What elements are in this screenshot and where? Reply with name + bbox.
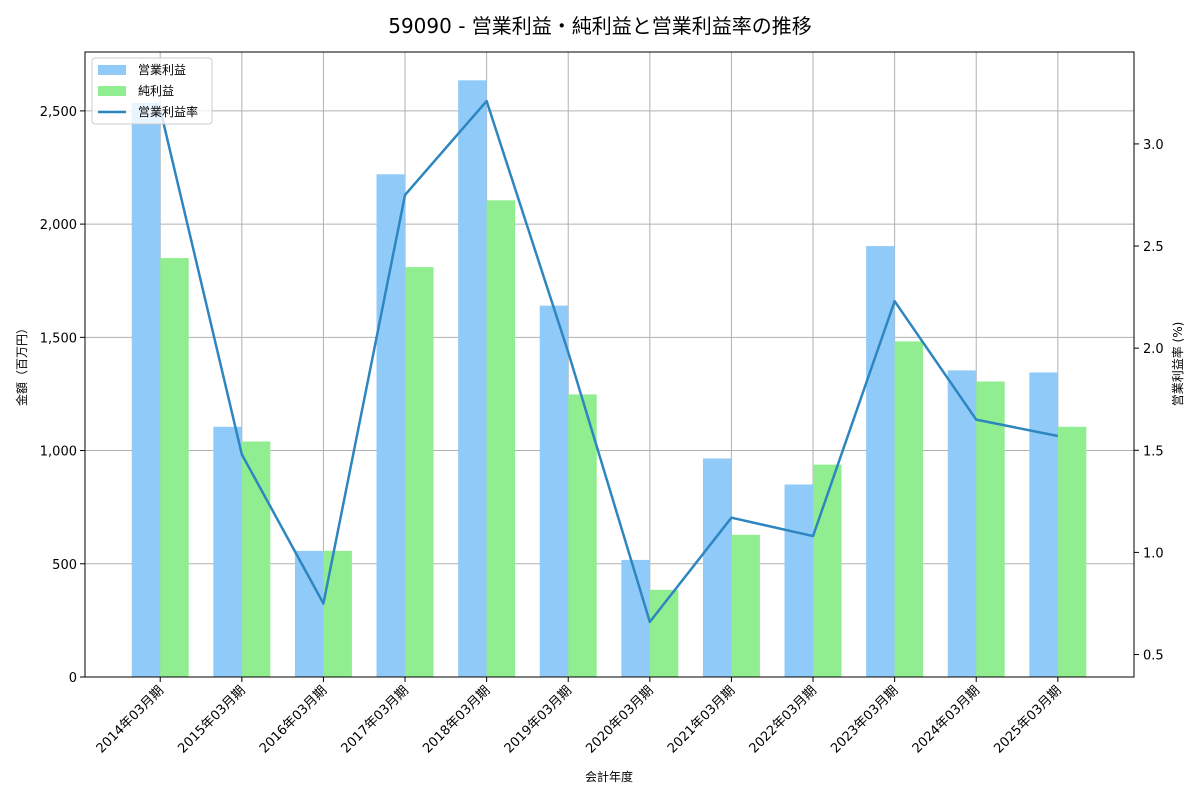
legend-label-operating-profit: 営業利益: [138, 63, 186, 77]
y-tick-label: 500: [52, 558, 77, 573]
bar-operating-profit: [621, 559, 650, 677]
y-tick-label: 1,500: [40, 331, 77, 346]
chart-title: 59090 - 営業利益・純利益と営業利益率の推移: [388, 14, 812, 38]
bar-operating-profit: [702, 458, 732, 677]
y-tick-label: 0: [69, 671, 77, 686]
bar-net-profit: [731, 534, 760, 677]
bar-operating-profit: [784, 484, 814, 677]
bar-operating-profit: [458, 80, 487, 678]
line-operating-margin: [159, 99, 1059, 624]
bar-net-profit: [241, 441, 271, 677]
y-right-tick-label: 1.5: [1143, 444, 1164, 459]
bar-operating-profit: [1029, 372, 1058, 677]
legend-label-net-profit: 純利益: [138, 84, 174, 98]
x-tick-label: 2020年03月期: [583, 683, 656, 756]
y-right-tick-label: 0.5: [1143, 649, 1164, 664]
bar-net-profit: [486, 200, 516, 677]
x-tick-label: 2019年03月期: [502, 683, 575, 756]
x-tick-label: 2023年03月期: [828, 683, 901, 756]
x-axis-label: 会計年度: [585, 769, 633, 784]
y-right-tick-label: 2.0: [1143, 342, 1164, 357]
bar-net-profit: [160, 258, 189, 677]
x-tick-label: 2024年03月期: [910, 683, 983, 756]
x-tick-label: 2022年03月期: [747, 683, 820, 756]
bar-net-profit: [976, 381, 1005, 677]
line-series: [159, 99, 1059, 624]
y-tick-label: 2,000: [40, 218, 77, 233]
x-axis: 2014年03月期 2015年03月期 2016年03月期 2017年03月期 2018…: [94, 677, 1065, 757]
bar-operating-profit: [539, 305, 569, 677]
y-axis-right-label: 営業利益率 (%): [1170, 322, 1185, 407]
bar-operating-profit: [213, 426, 242, 677]
y-tick-label: 1,000: [40, 445, 77, 460]
bar-net-profit: [813, 464, 842, 677]
y-axis-left-label: 金額（百万円）: [14, 322, 29, 406]
plot-frame: [84, 51, 1135, 678]
bar-series: [131, 80, 1087, 678]
bar-net-profit: [405, 267, 434, 677]
legend-swatch-net-profit: [98, 86, 126, 96]
bar-net-profit: [323, 550, 352, 677]
legend: 営業利益 純利益 営業利益率: [91, 57, 213, 125]
y-right-tick-label: 3.0: [1143, 138, 1164, 153]
x-tick-label: 2018年03月期: [420, 683, 493, 756]
bar-operating-profit: [131, 102, 161, 677]
y-axis-right: 0.5 1.0 1.5 2.0 2.5 3.0: [1134, 138, 1164, 664]
bar-net-profit: [568, 394, 597, 677]
x-tick-label: 2016年03月期: [257, 683, 330, 756]
y-tick-label: 2,500: [40, 105, 77, 120]
x-tick-label: 2025年03月期: [991, 683, 1064, 756]
y-right-tick-label: 1.0: [1143, 546, 1164, 561]
x-tick-label: 2017年03月期: [339, 683, 412, 756]
bar-operating-profit: [294, 550, 324, 677]
x-tick-label: 2015年03月期: [175, 683, 248, 756]
bar-operating-profit: [947, 370, 977, 677]
y-right-tick-label: 2.5: [1143, 240, 1164, 255]
bar-operating-profit: [376, 174, 406, 678]
y-axis-left: 0 500 1,000 1,500 2,000 2,500: [40, 105, 85, 686]
x-tick-label: 2021年03月期: [665, 683, 738, 756]
legend-label-margin: 営業利益率: [138, 104, 198, 119]
bar-net-profit: [1057, 426, 1087, 677]
legend-swatch-operating-profit: [98, 65, 126, 75]
bar-net-profit: [894, 341, 924, 677]
x-tick-label: 2014年03月期: [94, 683, 167, 756]
